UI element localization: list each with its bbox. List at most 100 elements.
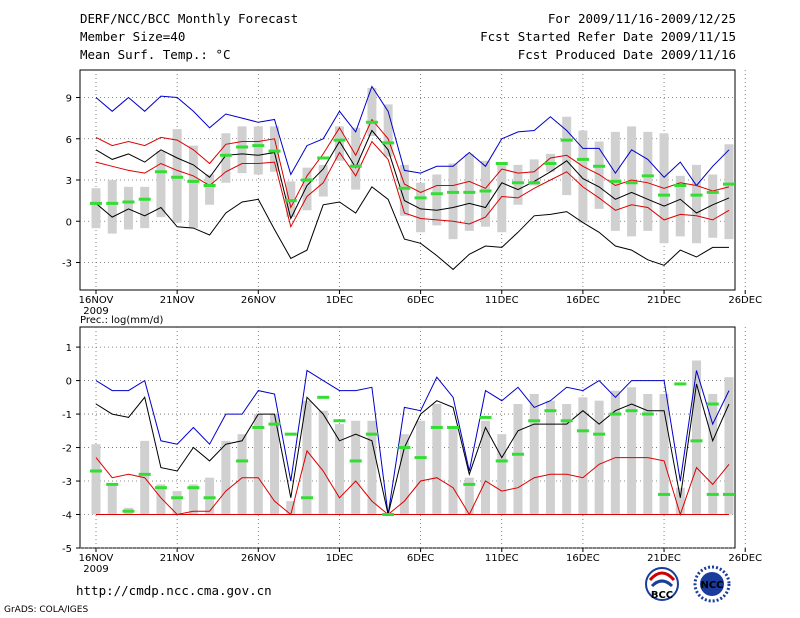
spread-bar [270,126,280,172]
marker [544,162,557,165]
grads-credit: GrADS: COLA/IGES [4,605,89,615]
y-tick-label: 0 [66,377,72,388]
spread-bar [172,491,182,515]
y-tick-label: -3 [62,259,72,270]
marker [674,382,687,386]
marker [625,409,638,413]
marker [706,492,719,496]
spread-bar [302,400,312,515]
series-line-lower_p [95,449,730,517]
marker [414,456,427,460]
x-tick-label: 26DEC [728,553,762,564]
spread-bar [481,420,491,515]
spread-bar [253,414,263,515]
marker [430,192,443,196]
marker [528,419,541,423]
spread-bar [107,484,117,515]
x-tick-label: 16DEC [566,295,600,306]
marker [593,164,606,168]
spread-bar [675,175,685,237]
marker [365,120,378,124]
marker [268,149,281,153]
spread-bar [724,144,734,240]
marker [690,439,703,443]
spread-bar [302,167,312,211]
spread-bar [545,400,555,515]
y-tick-label: -3 [62,477,72,488]
spread-bar [221,133,231,183]
spread-bar [205,174,215,205]
x-tick-label: 1DEC [326,553,353,564]
marker [463,482,476,486]
spread-bar [286,501,296,515]
spread-bar [334,424,344,515]
spread-bar [399,164,409,216]
marker [722,182,735,186]
variable-label: Mean Surf. Temp.: °C [80,47,231,62]
marker [593,432,606,436]
marker [333,138,346,142]
marker [252,425,265,429]
x-tick-label: 11DEC [485,295,519,306]
spread-bar [497,434,507,515]
source-url[interactable]: http://cmdp.ncc.cma.gov.cn [76,583,272,598]
y-tick-label: 3 [66,176,72,187]
spread-bar [708,174,718,238]
marker [300,178,313,182]
marker [560,138,573,142]
marker [90,469,102,473]
bcc-logo: BCC [645,567,679,601]
marker [203,496,216,500]
spread-bar [610,390,620,515]
spread-bar [237,126,247,174]
marker [349,164,362,168]
marker [495,459,508,463]
ncc-logo: NCC [693,565,731,603]
spread-bar [562,116,572,196]
marker [398,186,411,190]
marker [106,201,119,205]
spread-bar [708,393,718,515]
spread-bar [237,434,247,515]
marker [463,190,476,194]
series-line-median [95,383,730,515]
x-tick-label: 16DEC [566,553,600,564]
marker [382,141,395,145]
marker [479,189,492,193]
marker [722,492,735,496]
marker [576,157,589,161]
spread-bar [91,188,101,229]
marker [138,472,151,476]
x-year-label: 2009 [83,306,108,317]
marker [365,432,378,436]
x-tick-label: 1DEC [326,295,353,306]
x-tick-label: 21NOV [160,295,195,306]
precipitation-panel: 16NOV 21NOV 26NOV 1DEC 6DEC 11DEC 16DEC 21DEC 26… [62,326,762,575]
marker [447,425,460,429]
chart-title: DERF/NCC/BCC Monthly Forecast [80,11,299,26]
x-tick-label: 21NOV [160,553,195,564]
spread-bar [594,400,604,515]
marker [658,193,671,197]
marker [430,425,443,429]
marker [641,412,654,416]
marker [187,179,200,183]
x-tick-label: 21DEC [647,553,681,564]
x-tick-label: 26DEC [728,295,762,306]
marker [674,184,687,187]
marker [447,190,460,194]
x-tick-label: 16NOV [79,553,114,564]
member-size: Member Size=40 [80,29,186,44]
marker [317,156,330,160]
marker [252,144,265,148]
series-line-upper_p [95,118,730,209]
marker [317,395,330,399]
marker [122,200,135,204]
spread-bar [529,159,539,186]
spread-bar [643,393,653,515]
spread-bar [318,164,328,197]
marker [236,459,249,463]
marker [349,459,362,463]
marker [154,486,167,490]
spread-bar [562,404,572,515]
